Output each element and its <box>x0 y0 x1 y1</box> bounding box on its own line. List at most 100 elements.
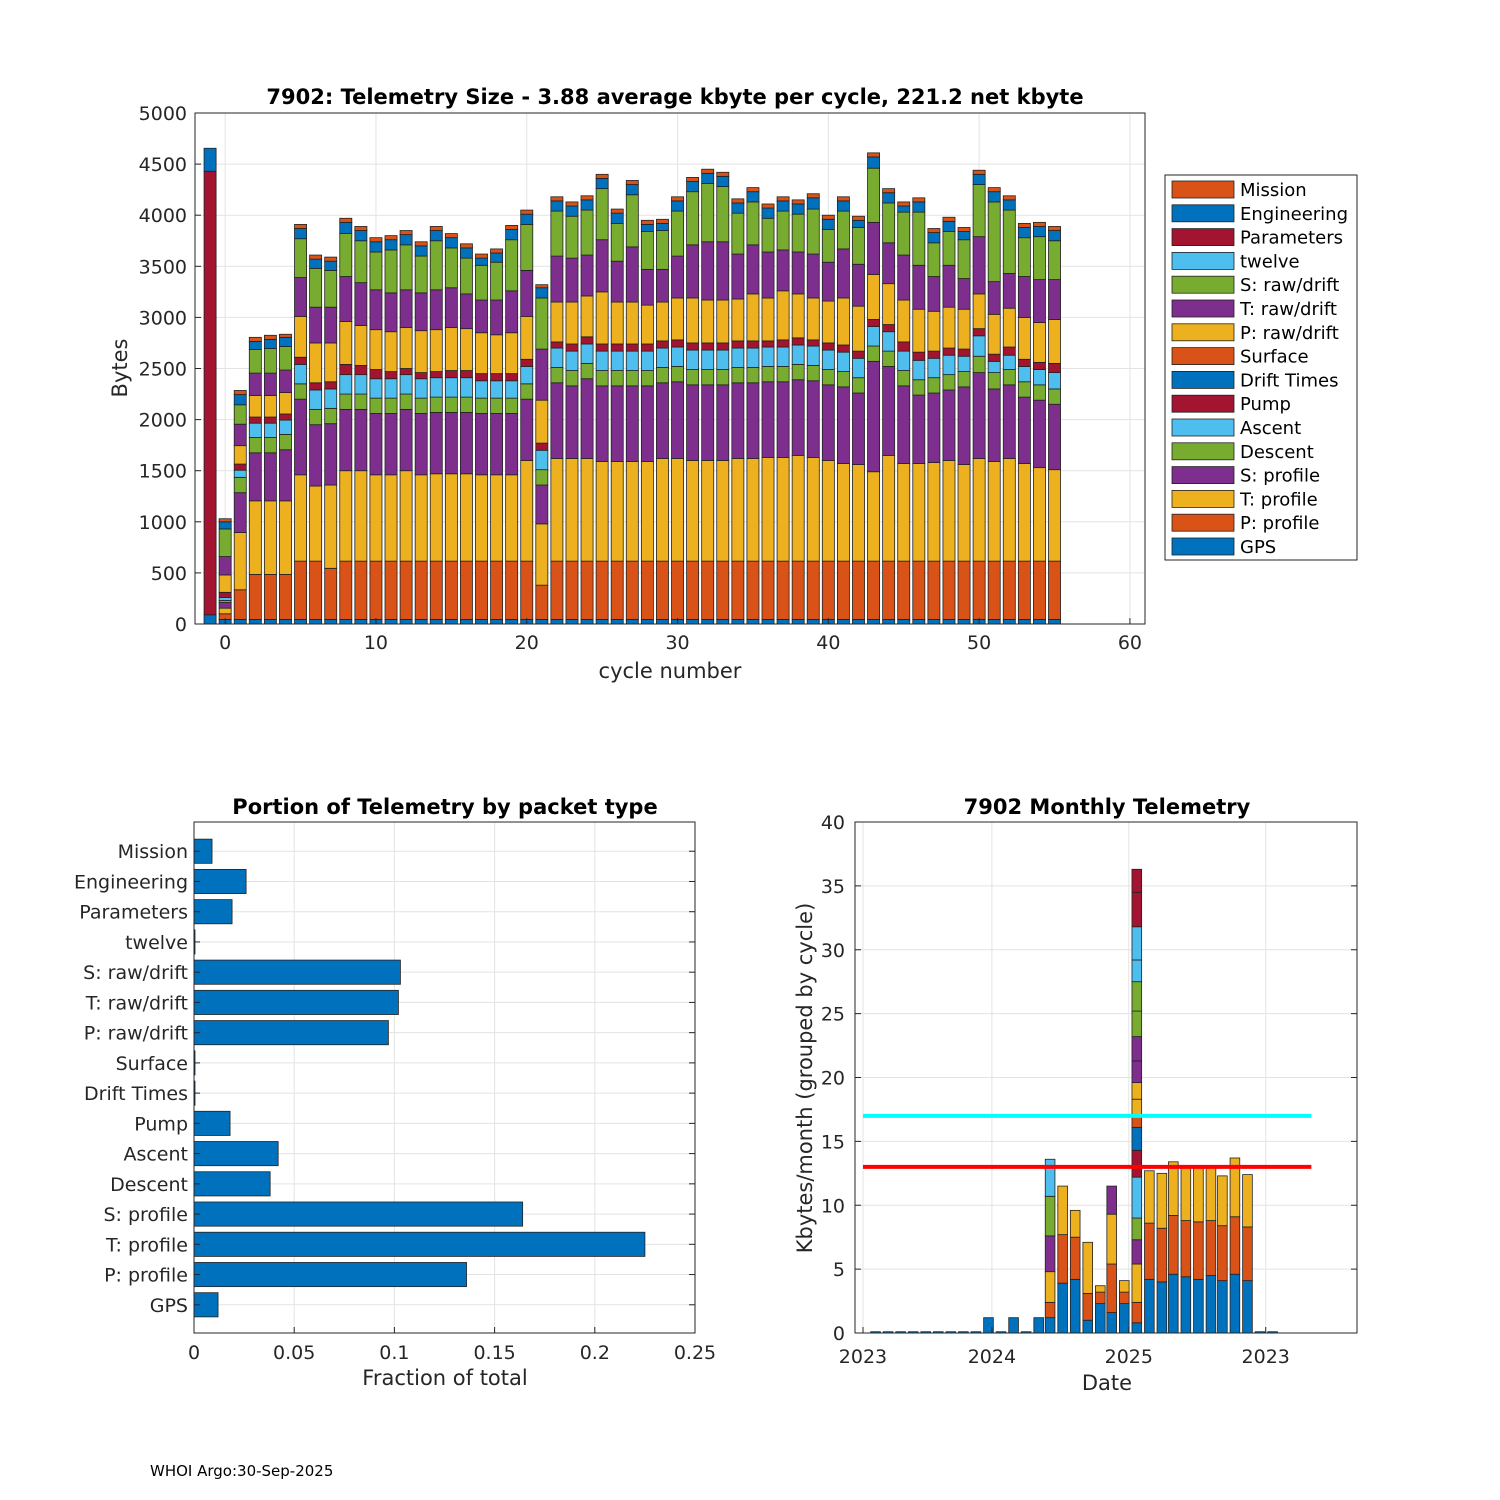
bar-segment <box>701 342 715 351</box>
bar-segment <box>701 349 715 370</box>
bar-segment <box>836 210 850 250</box>
x-tick-label: 0.1 <box>379 1342 409 1364</box>
bar-segment <box>927 228 941 233</box>
bar-segment <box>248 574 262 620</box>
bar-segment <box>897 201 911 207</box>
bar-segment <box>972 335 986 357</box>
bar-segment <box>294 277 307 317</box>
bar-segment <box>475 332 488 375</box>
bar-segment <box>339 217 353 223</box>
bar-segment <box>791 251 805 295</box>
bar-segment <box>686 244 700 299</box>
bar-segment <box>339 233 353 277</box>
bar-segment <box>610 208 624 214</box>
bar-segment <box>459 370 473 379</box>
bar-segment <box>625 370 639 387</box>
bar-segment <box>309 254 323 260</box>
bar-segment <box>656 458 669 562</box>
bar-segment <box>852 377 865 394</box>
axes-box <box>193 821 696 1334</box>
bar-segment <box>686 349 700 370</box>
bar-segment <box>218 607 232 615</box>
bar-segment <box>339 321 353 365</box>
bar-segment <box>821 300 835 344</box>
bar-segment <box>957 278 971 310</box>
bar-segment <box>429 240 443 291</box>
bar-segment <box>791 560 805 620</box>
bar-segment <box>806 339 820 347</box>
bar-segment <box>595 173 609 179</box>
bar-segment <box>972 184 986 238</box>
bar-segment <box>279 333 292 338</box>
bar-segment <box>1033 619 1046 625</box>
bar-segment <box>399 393 413 410</box>
bar-segment <box>972 560 986 620</box>
bar-segment <box>791 454 805 562</box>
month-bar-segment <box>1131 1301 1143 1324</box>
bar-segment <box>1002 560 1016 620</box>
bar-segment <box>716 349 730 370</box>
month-bar-segment <box>1069 1278 1081 1334</box>
bar-segment <box>294 619 307 625</box>
bar-segment <box>791 213 805 253</box>
bar-segment <box>279 619 292 625</box>
bar-segment <box>821 460 835 562</box>
bar-segment <box>535 469 549 486</box>
bar-segment <box>1048 619 1061 625</box>
bar-segment <box>852 464 865 562</box>
bar-segment <box>1048 319 1061 364</box>
bar-segment <box>1017 619 1031 625</box>
bar-segment <box>294 223 307 229</box>
bar-segment <box>942 347 956 356</box>
bar-segment <box>399 470 413 562</box>
bar-segment <box>867 326 881 347</box>
legend-swatch <box>1171 394 1235 413</box>
bar-segment <box>324 306 338 344</box>
bar-segment <box>248 437 262 454</box>
chart-title: Portion of Telemetry by packet type <box>232 795 657 819</box>
bar-segment <box>354 374 368 395</box>
bar-segment <box>942 460 956 562</box>
bar-segment <box>1048 279 1061 320</box>
y-tick-label: Mission <box>118 841 188 863</box>
bar-segment <box>1017 276 1031 318</box>
bar-segment <box>565 619 579 625</box>
bar-segment <box>565 350 579 371</box>
bar-segment <box>746 201 760 246</box>
y-tick-label: 5000 <box>139 103 187 125</box>
month-bar-segment <box>1217 1225 1228 1282</box>
bar-segment <box>987 281 1001 315</box>
month-bar-segment <box>1193 1166 1204 1223</box>
month-bar-segment <box>1193 1278 1204 1334</box>
bar-segment <box>716 384 730 461</box>
bar-segment <box>1017 560 1031 620</box>
bar-segment <box>595 239 609 293</box>
bar-segment <box>279 369 292 393</box>
bar-segment <box>429 289 443 331</box>
y-tick-label: 20 <box>821 1068 845 1090</box>
month-bar-segment <box>1069 1209 1081 1238</box>
month-bar-segment <box>1180 1276 1192 1334</box>
bar-segment <box>263 574 277 620</box>
bar-segment <box>686 181 700 193</box>
bar-segment <box>324 388 338 409</box>
bar-segment <box>927 276 941 312</box>
bar-segment <box>656 268 669 303</box>
bar-segment <box>791 337 805 346</box>
bar-segment <box>625 194 639 248</box>
bar-segment <box>580 254 594 297</box>
bar-segment <box>535 399 549 444</box>
bar-segment <box>912 619 926 625</box>
bar-segment <box>610 350 624 371</box>
month-bar-segment <box>1131 1263 1143 1303</box>
bar-segment <box>640 223 654 232</box>
bar-segment <box>836 351 850 372</box>
legend-label: P: raw/drift <box>1240 323 1339 344</box>
bar-segment <box>429 329 443 372</box>
bar-segment <box>806 380 820 458</box>
bar-segment <box>550 200 564 212</box>
y-tick-label: 4500 <box>139 154 187 176</box>
bar-segment <box>309 267 323 308</box>
bar-segment <box>957 231 971 241</box>
bar-segment <box>836 196 850 202</box>
